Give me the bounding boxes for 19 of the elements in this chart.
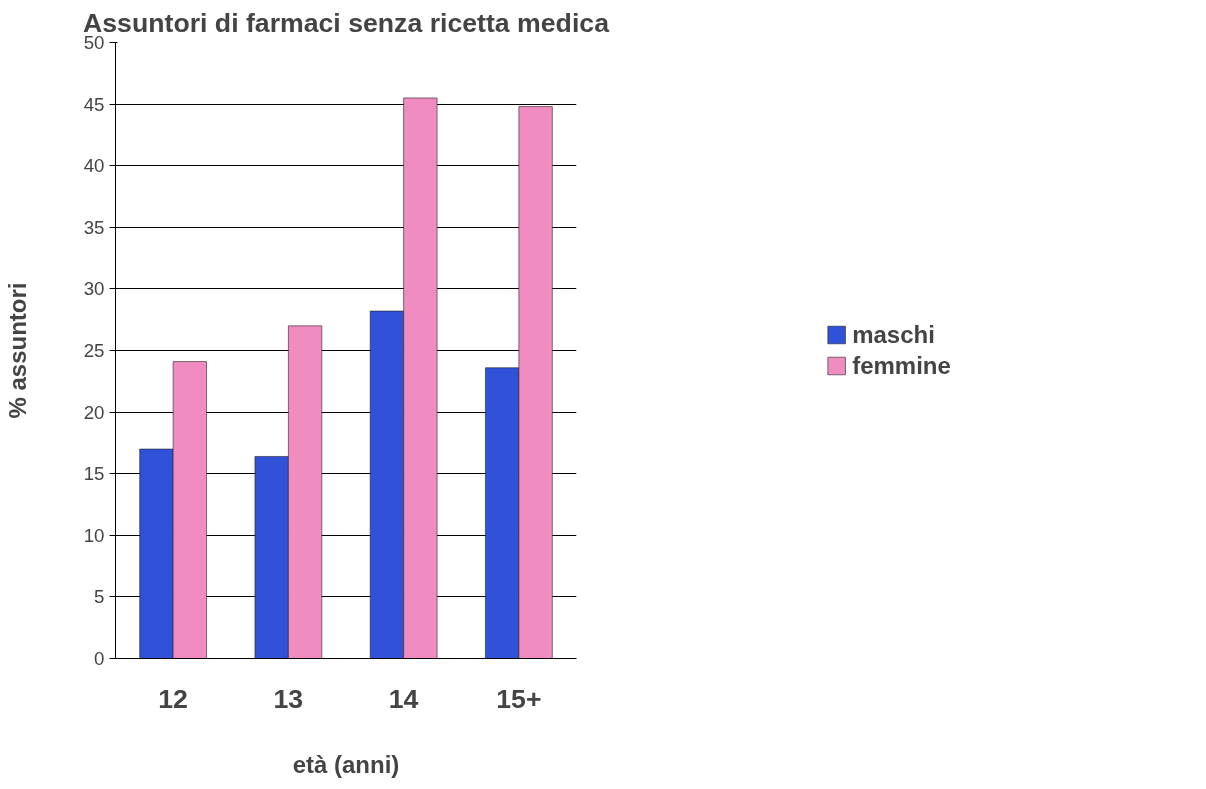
y-tick-label: 5 <box>94 586 105 608</box>
y-tick-label: 50 <box>83 32 105 53</box>
y-tick-label: 40 <box>83 155 105 177</box>
x-tick-label: 14 <box>388 683 419 714</box>
y-tick-label: 45 <box>83 93 105 115</box>
y-tick-label: 25 <box>83 340 105 361</box>
y-tick-label: 35 <box>83 216 105 238</box>
y-tick-label: 15 <box>83 463 105 485</box>
x-axis-title: età (anni) <box>292 750 400 778</box>
y-axis-title: % assuntori <box>3 282 31 419</box>
legend-label: maschi <box>852 320 935 349</box>
y-tick-label: 0 <box>94 648 105 669</box>
y-tick-label: 30 <box>83 278 105 300</box>
y-tick-label: 20 <box>83 401 105 423</box>
x-tick-label: 15+ <box>496 683 542 714</box>
y-tick-label: 10 <box>83 524 105 546</box>
x-tick-label: 12 <box>158 683 188 714</box>
legend-label: femmine <box>852 351 951 380</box>
x-tick-label: 13 <box>273 683 304 714</box>
